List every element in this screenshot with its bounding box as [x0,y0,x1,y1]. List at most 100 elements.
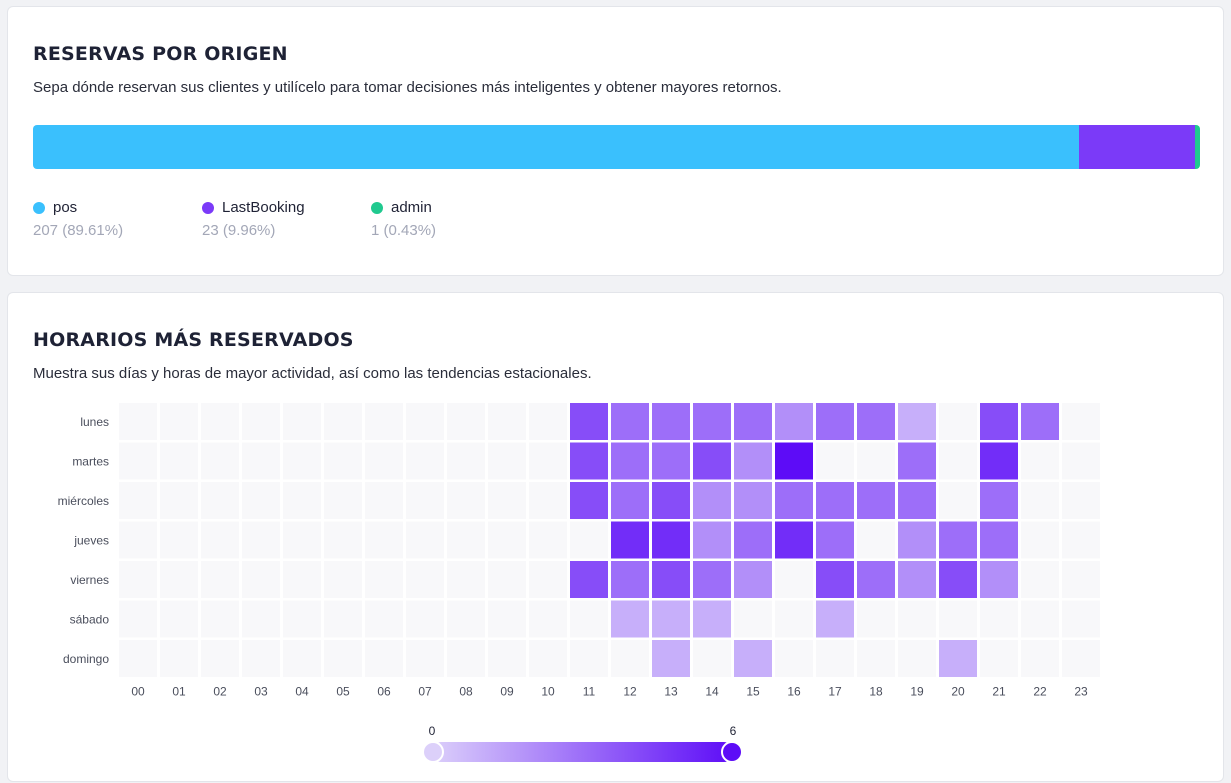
heatmap-cell-miércoles-09[interactable] [488,482,526,519]
heatmap-cell-martes-15[interactable] [734,442,772,480]
heatmap-cell-martes-08[interactable] [447,442,485,480]
heatmap-cell-sábado-13[interactable] [652,600,690,638]
heatmap-cell-jueves-05[interactable] [324,521,362,559]
heatmap-cell-lunes-22[interactable] [1021,403,1059,440]
heatmap-cell-viernes-16[interactable] [775,561,813,598]
heatmap-cell-domingo-18[interactable] [857,640,895,677]
heatmap-cell-viernes-18[interactable] [857,561,895,598]
heatmap-cell-martes-11[interactable] [570,442,608,480]
heatmap-cell-sábado-10[interactable] [529,600,567,638]
heatmap-cell-jueves-15[interactable] [734,521,772,559]
heatmap-cell-lunes-23[interactable] [1062,403,1100,440]
heatmap-cell-sábado-11[interactable] [570,600,608,638]
heatmap-cell-lunes-12[interactable] [611,403,649,440]
heatmap-cell-lunes-04[interactable] [283,403,321,440]
heatmap-cell-martes-22[interactable] [1021,442,1059,480]
heatmap-cell-miércoles-23[interactable] [1062,482,1100,519]
heatmap-cell-jueves-18[interactable] [857,521,895,559]
heatmap-cell-martes-16[interactable] [775,442,813,480]
heatmap-cell-viernes-09[interactable] [488,561,526,598]
heatmap-cell-viernes-22[interactable] [1021,561,1059,598]
heatmap-cell-miércoles-11[interactable] [570,482,608,519]
heatmap-cell-sábado-01[interactable] [160,600,198,638]
heatmap-cell-jueves-00[interactable] [119,521,157,559]
heatmap-cell-viernes-15[interactable] [734,561,772,598]
heatmap-cell-lunes-08[interactable] [447,403,485,440]
heatmap-cell-martes-20[interactable] [939,442,977,480]
heatmap-cell-viernes-05[interactable] [324,561,362,598]
heatmap-cell-lunes-05[interactable] [324,403,362,440]
heatmap-cell-lunes-11[interactable] [570,403,608,440]
heatmap-cell-jueves-02[interactable] [201,521,239,559]
heatmap-cell-lunes-17[interactable] [816,403,854,440]
heatmap-cell-jueves-22[interactable] [1021,521,1059,559]
heatmap-cell-sábado-19[interactable] [898,600,936,638]
heatmap-cell-miércoles-16[interactable] [775,482,813,519]
heatmap-cell-lunes-06[interactable] [365,403,403,440]
heatmap-cell-jueves-17[interactable] [816,521,854,559]
heatmap-cell-lunes-20[interactable] [939,403,977,440]
heatmap-cell-miércoles-10[interactable] [529,482,567,519]
heatmap-cell-martes-03[interactable] [242,442,280,480]
heatmap-cell-martes-17[interactable] [816,442,854,480]
heatmap-cell-viernes-01[interactable] [160,561,198,598]
heatmap-cell-jueves-12[interactable] [611,521,649,559]
heatmap-cell-martes-19[interactable] [898,442,936,480]
heatmap-cell-lunes-00[interactable] [119,403,157,440]
heatmap-cell-domingo-04[interactable] [283,640,321,677]
heatmap-cell-miércoles-04[interactable] [283,482,321,519]
heatmap-cell-viernes-14[interactable] [693,561,731,598]
heatmap-cell-viernes-00[interactable] [119,561,157,598]
heatmap-cell-domingo-08[interactable] [447,640,485,677]
heatmap-cell-domingo-20[interactable] [939,640,977,677]
heatmap-cell-lunes-15[interactable] [734,403,772,440]
heatmap-cell-martes-13[interactable] [652,442,690,480]
heatmap-cell-sábado-18[interactable] [857,600,895,638]
heatmap-cell-domingo-12[interactable] [611,640,649,677]
heatmap-cell-domingo-00[interactable] [119,640,157,677]
heatmap-cell-jueves-09[interactable] [488,521,526,559]
heatmap-cell-sábado-22[interactable] [1021,600,1059,638]
heatmap-cell-sábado-07[interactable] [406,600,444,638]
heatmap-cell-domingo-13[interactable] [652,640,690,677]
heatmap-cell-miércoles-19[interactable] [898,482,936,519]
heatmap-cell-miércoles-17[interactable] [816,482,854,519]
heatmap-cell-domingo-01[interactable] [160,640,198,677]
heatmap-cell-martes-07[interactable] [406,442,444,480]
heatmap-cell-viernes-02[interactable] [201,561,239,598]
heatmap-cell-viernes-08[interactable] [447,561,485,598]
heatmap-cell-lunes-09[interactable] [488,403,526,440]
heatmap-cell-sábado-06[interactable] [365,600,403,638]
scale-max-handle[interactable] [721,741,743,763]
heatmap-cell-domingo-23[interactable] [1062,640,1100,677]
heatmap-cell-miércoles-18[interactable] [857,482,895,519]
heatmap-cell-sábado-20[interactable] [939,600,977,638]
heatmap-cell-jueves-23[interactable] [1062,521,1100,559]
heatmap-cell-domingo-19[interactable] [898,640,936,677]
heatmap-cell-miércoles-02[interactable] [201,482,239,519]
heatmap-cell-jueves-07[interactable] [406,521,444,559]
heatmap-cell-viernes-20[interactable] [939,561,977,598]
heatmap-cell-miércoles-20[interactable] [939,482,977,519]
heatmap-cell-domingo-14[interactable] [693,640,731,677]
heatmap-cell-domingo-09[interactable] [488,640,526,677]
heatmap-cell-domingo-02[interactable] [201,640,239,677]
heatmap-cell-martes-06[interactable] [365,442,403,480]
heatmap-cell-viernes-21[interactable] [980,561,1018,598]
heatmap-cell-jueves-20[interactable] [939,521,977,559]
heatmap-cell-sábado-16[interactable] [775,600,813,638]
heatmap-cell-viernes-06[interactable] [365,561,403,598]
heatmap-cell-sábado-14[interactable] [693,600,731,638]
heatmap-cell-jueves-13[interactable] [652,521,690,559]
heatmap-cell-domingo-03[interactable] [242,640,280,677]
heatmap-cell-viernes-03[interactable] [242,561,280,598]
heatmap-cell-viernes-23[interactable] [1062,561,1100,598]
heatmap-cell-domingo-07[interactable] [406,640,444,677]
heatmap-cell-viernes-19[interactable] [898,561,936,598]
heatmap-cell-sábado-21[interactable] [980,600,1018,638]
heatmap-cell-sábado-02[interactable] [201,600,239,638]
heatmap-cell-martes-12[interactable] [611,442,649,480]
heatmap-cell-lunes-16[interactable] [775,403,813,440]
heatmap-cell-miércoles-06[interactable] [365,482,403,519]
heatmap-cell-sábado-05[interactable] [324,600,362,638]
